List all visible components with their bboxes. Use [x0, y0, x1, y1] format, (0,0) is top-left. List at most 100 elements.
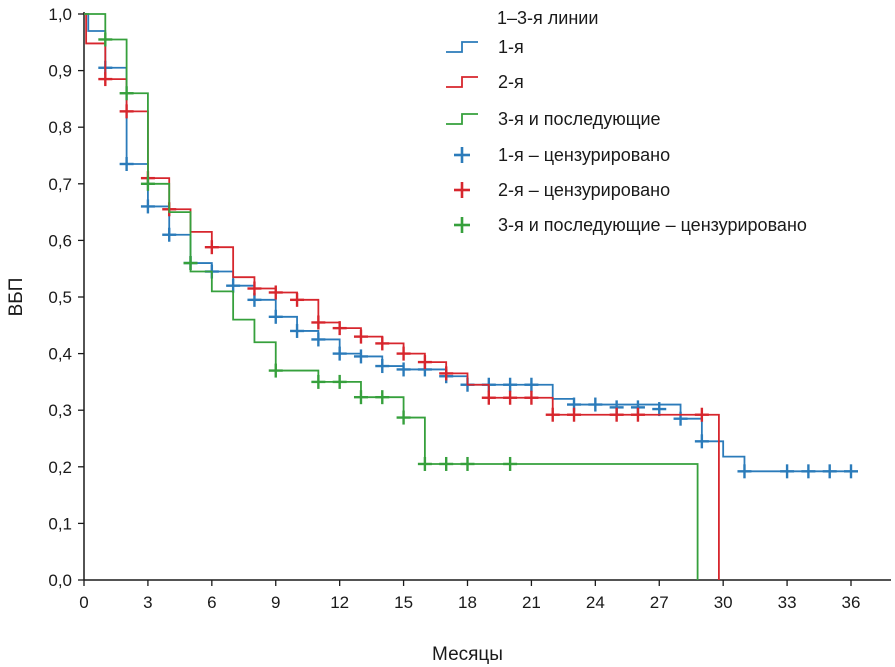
censor-marker: [439, 456, 454, 471]
legend-line-symbol: [446, 41, 478, 53]
censor-marker: [822, 464, 837, 479]
y-tick-label: 0,6: [48, 231, 72, 250]
legend-item: 1-я – цензурировано: [454, 145, 670, 165]
series-1-я: [84, 13, 858, 479]
y-axis-title: ВБП: [6, 278, 27, 317]
censor-marker: [524, 377, 539, 392]
y-tick-label: 0,8: [48, 118, 72, 137]
censor-marker: [694, 434, 709, 449]
legend-label: 1-я – цензурировано: [498, 145, 670, 165]
survival-curve-line: [84, 13, 720, 580]
censor-marker: [694, 407, 709, 422]
censor-marker: [140, 199, 155, 214]
censor-marker: [268, 285, 283, 300]
censor-marker: [545, 407, 560, 422]
censor-marker: [353, 349, 368, 364]
y-tick-label: 0,3: [48, 401, 72, 420]
censor-marker: [119, 156, 134, 171]
censor-marker: [290, 292, 305, 307]
legend-item: 3-я и последующие – цензурировано: [454, 215, 807, 235]
x-tick-label: 0: [79, 593, 88, 612]
legend-item: 2-я: [446, 72, 524, 92]
legend-title: 1–3-я линии: [497, 8, 598, 28]
y-tick-label: 0,1: [48, 514, 72, 533]
series-3-я и последующие: [84, 13, 699, 580]
series-2-я: [84, 13, 720, 580]
x-tick-label: 9: [271, 593, 280, 612]
censor-marker: [311, 374, 326, 389]
censor-marker: [119, 104, 134, 119]
legend-label: 1-я: [498, 37, 524, 57]
survival-curve-line: [84, 13, 851, 473]
censor-marker: [844, 464, 858, 479]
censor-marker: [396, 362, 411, 377]
censor-marker: [332, 346, 347, 361]
censor-marker: [503, 377, 518, 392]
censor-marker: [268, 309, 283, 324]
censor-marker: [311, 332, 326, 347]
censor-marker: [332, 374, 347, 389]
censor-marker: [588, 397, 603, 412]
legend-label: 2-я – цензурировано: [498, 180, 670, 200]
legend: 1–3-я линии 1-я 2-я 3-я и последующие 1-я –…: [446, 8, 807, 235]
censor-marker: [162, 227, 177, 242]
x-tick-label: 3: [143, 593, 152, 612]
censor-marker: [353, 329, 368, 344]
censor-marker: [673, 411, 688, 426]
y-tick-label: 0,5: [48, 288, 72, 307]
censor-marker: [183, 256, 198, 271]
censor-marker: [503, 390, 518, 405]
censor-marker: [375, 390, 390, 405]
axes: 0,00,10,20,30,40,50,60,70,80,91,00 3 6 9 12 1…: [48, 5, 891, 612]
x-tick-label: 30: [714, 593, 733, 612]
censor-marker: [439, 366, 454, 381]
censor-marker: [524, 390, 539, 405]
survival-curve-line: [84, 13, 699, 580]
x-tick-label: 33: [778, 593, 797, 612]
plot-area: [84, 13, 858, 580]
y-tick-label: 1,0: [48, 5, 72, 24]
censor-marker: [567, 407, 582, 422]
y-tick-label: 0,0: [48, 571, 72, 590]
censor-marker: [375, 359, 390, 374]
censor-marker: [396, 410, 411, 425]
censor-marker: [353, 390, 368, 405]
legend-line-symbol: [446, 113, 478, 125]
censor-marker: [481, 390, 496, 405]
y-tick-label: 0,9: [48, 62, 72, 81]
x-tick-label: 36: [842, 593, 861, 612]
legend-label: 3-я и последующие: [498, 109, 661, 129]
censor-marker: [98, 72, 113, 87]
censor-marker: [268, 363, 283, 378]
x-tick-label: 15: [394, 593, 413, 612]
x-tick-label: 6: [207, 593, 216, 612]
censor-marker: [503, 456, 518, 471]
censor-marker: [375, 336, 390, 351]
censor-marker: [204, 240, 219, 255]
y-tick-label: 0,2: [48, 458, 72, 477]
x-tick-label: 27: [650, 593, 669, 612]
censor-marker: [780, 464, 795, 479]
censor-marker: [417, 456, 432, 471]
legend-item: 2-я – цензурировано: [454, 180, 670, 200]
x-tick-label: 18: [458, 593, 477, 612]
censor-marker: [140, 176, 155, 191]
x-axis-title: Месяцы: [432, 644, 503, 665]
censor-marker: [417, 355, 432, 370]
censor-marker: [652, 402, 667, 417]
censor-marker: [290, 323, 305, 338]
censor-marker: [119, 86, 134, 101]
censor-marker: [737, 464, 752, 479]
y-tick-label: 0,7: [48, 175, 72, 194]
x-tick-label: 21: [522, 593, 541, 612]
censor-marker: [98, 32, 113, 47]
y-tick-label: 0,4: [48, 345, 72, 364]
censor-marker: [226, 278, 241, 293]
censor-marker: [801, 464, 816, 479]
legend-item: 1-я: [446, 37, 524, 57]
legend-label: 3-я и последующие – цензурировано: [498, 215, 807, 235]
x-tick-label: 12: [330, 593, 349, 612]
legend-item: 3-я и последующие: [446, 109, 661, 129]
censor-marker: [609, 407, 624, 422]
censor-marker: [311, 315, 326, 330]
